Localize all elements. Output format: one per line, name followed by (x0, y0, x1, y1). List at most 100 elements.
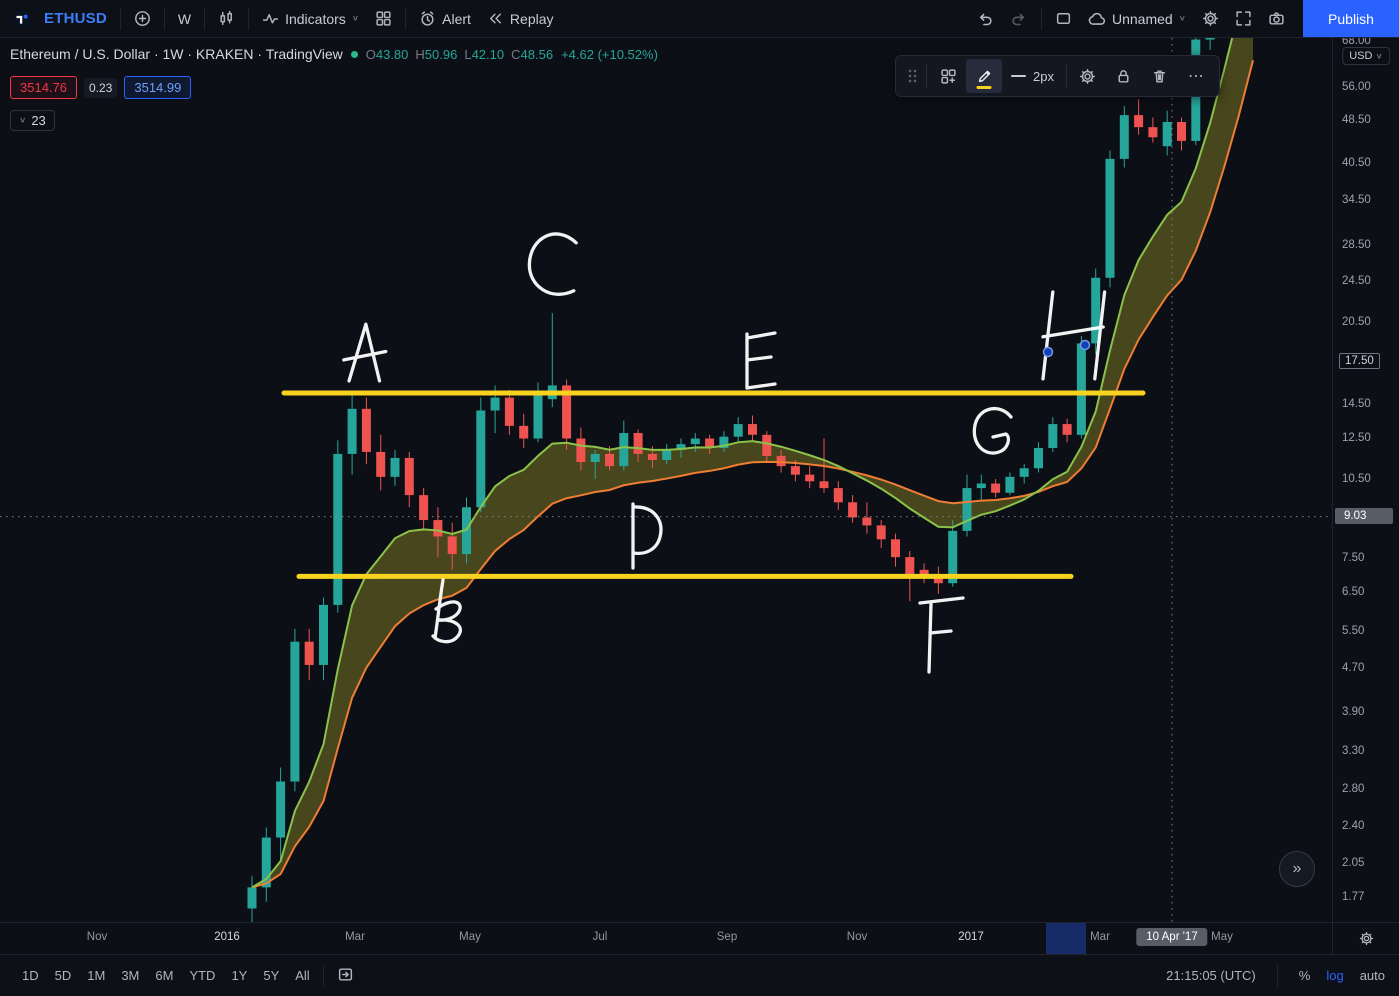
buy-button[interactable]: 3514.99 (124, 76, 192, 99)
range-3m[interactable]: 3M (113, 964, 147, 987)
range-ytd[interactable]: YTD (181, 964, 223, 987)
screenshot-button[interactable] (1260, 4, 1293, 34)
hand-drawn-letter-B[interactable] (431, 578, 462, 644)
hand-drawn-letter-D[interactable] (631, 502, 663, 570)
candle-body (1162, 121, 1172, 147)
drawing-anchor-handle[interactable] (1042, 346, 1054, 358)
clock-utc[interactable]: 21:15:05 (UTC) (1166, 968, 1256, 983)
drawing-settings-button[interactable] (1070, 59, 1106, 93)
brush-tool-button[interactable] (966, 59, 1002, 93)
price-tick: 10.50 (1342, 473, 1371, 486)
save-layout-button[interactable]: Unnamed ∨ (1080, 4, 1194, 34)
range-6m[interactable]: 6M (147, 964, 181, 987)
alert-label: Alert (442, 10, 471, 27)
candle-body (319, 604, 328, 665)
candle-body (719, 436, 729, 449)
layout-button[interactable] (1047, 4, 1080, 34)
time-tick: 2017 (958, 931, 984, 943)
range-1y[interactable]: 1Y (223, 964, 255, 987)
candle-body (404, 457, 414, 496)
time-tick: Mar (345, 931, 365, 943)
candle-body (905, 557, 915, 577)
chart-type-button[interactable] (210, 4, 243, 34)
chart-pane[interactable]: Ethereum / U.S. Dollar · 1W · KRAKEN · T… (0, 38, 1332, 922)
candle-body (705, 438, 715, 449)
lock-icon (1118, 69, 1129, 83)
object-tree-toggle[interactable]: ∨ 23 (10, 110, 55, 131)
price-tick: 40.50 (1342, 156, 1371, 169)
candle-body (390, 457, 400, 477)
time-axis[interactable]: Nov 2016 Mar May Jul Sep Nov 2017 Mar May 10 Apr '… (0, 922, 1332, 954)
bottom-right-group: 21:15:05 (UTC) % log auto (1166, 964, 1385, 987)
open-value: 43.80 (375, 46, 409, 62)
time-tick: Nov (846, 931, 868, 943)
fullscreen-button[interactable] (1227, 4, 1260, 34)
symbol-title[interactable]: Ethereum / U.S. Dollar · 1W · KRAKEN · T… (10, 46, 343, 62)
currency-selector[interactable]: USD ∨ (1342, 47, 1390, 65)
alert-button[interactable]: Alert (411, 4, 479, 34)
chevron-down-icon: ∨ (351, 14, 360, 23)
low-value: 42.10 (471, 46, 505, 62)
object-count: 23 (31, 113, 46, 128)
layout-grid-button[interactable] (367, 4, 400, 34)
candle-body (948, 530, 958, 584)
candle-body (562, 385, 572, 439)
drawing-anchor-handle[interactable] (1079, 339, 1091, 351)
more-options-button[interactable]: ⋯ (1178, 59, 1214, 93)
percent-scale-toggle[interactable]: % (1298, 968, 1311, 983)
redo-button[interactable] (1002, 4, 1036, 34)
currency-label: USD (1349, 50, 1373, 62)
log-scale-toggle[interactable]: log (1326, 968, 1344, 983)
scroll-to-recent-button[interactable]: » (1279, 851, 1315, 887)
hand-drawn-letter-H[interactable] (1041, 290, 1107, 381)
drawing-templates-button[interactable] (930, 59, 966, 93)
hand-drawn-letter-C[interactable] (527, 232, 578, 296)
axis-settings-gear-icon[interactable] (1359, 931, 1374, 946)
candle-body (519, 425, 529, 439)
range-5y[interactable]: 5Y (255, 964, 287, 987)
indicators-label: Indicators (285, 10, 346, 27)
price-axis[interactable]: USD ∨ 68.00 56.00 48.50 40.50 34.50 28.50 24.5… (1332, 35, 1399, 922)
candle-body (805, 474, 815, 482)
indicators-button[interactable]: Indicators ∨ (254, 4, 367, 34)
toolbar-drag-handle-icon[interactable] (901, 59, 923, 93)
range-all[interactable]: All (287, 964, 317, 987)
chart-canvas[interactable] (0, 38, 1332, 922)
range-1d[interactable]: 1D (14, 964, 47, 987)
candle-body (1105, 158, 1115, 278)
price-tick: 2.40 (1342, 819, 1365, 832)
hand-drawn-letter-A[interactable] (342, 322, 388, 383)
goto-date-button[interactable] (329, 962, 362, 990)
undo-button[interactable] (968, 4, 1002, 34)
price-tick: 2.05 (1342, 856, 1365, 869)
candle-body (419, 495, 429, 521)
fullscreen-icon (1236, 11, 1251, 26)
candle-body (619, 432, 629, 467)
lock-drawing-button[interactable] (1106, 59, 1142, 93)
candle-body (633, 432, 643, 454)
compare-symbol-button[interactable] (126, 4, 159, 34)
hand-drawn-letter-G[interactable] (972, 406, 1013, 455)
price-tick: 56.00 (1342, 80, 1371, 93)
hand-drawn-letter-F[interactable] (918, 596, 965, 674)
open-label: O (365, 46, 376, 62)
range-1m[interactable]: 1M (79, 964, 113, 987)
candle-body (347, 408, 357, 454)
range-5d[interactable]: 5D (47, 964, 80, 987)
interval-button[interactable]: W (170, 4, 199, 34)
sell-button[interactable]: 3514.76 (10, 76, 77, 99)
toolbar-divider (322, 964, 324, 987)
candle-body (304, 641, 314, 665)
replay-button[interactable]: Replay (479, 4, 562, 34)
auto-scale-toggle[interactable]: auto (1359, 968, 1385, 983)
publish-button[interactable]: Publish (1303, 0, 1399, 37)
delete-drawing-button[interactable] (1142, 59, 1178, 93)
tradingview-logo-icon[interactable] (8, 4, 36, 34)
line-width-button[interactable]: 2px (1002, 59, 1063, 93)
candle-body (433, 520, 443, 537)
toolbar-divider (163, 7, 165, 30)
indicators-pulse-icon (262, 14, 279, 24)
settings-button[interactable] (1194, 4, 1227, 34)
hand-drawn-letter-E[interactable] (745, 331, 777, 390)
symbol-button[interactable]: ETHUSD (36, 4, 115, 34)
